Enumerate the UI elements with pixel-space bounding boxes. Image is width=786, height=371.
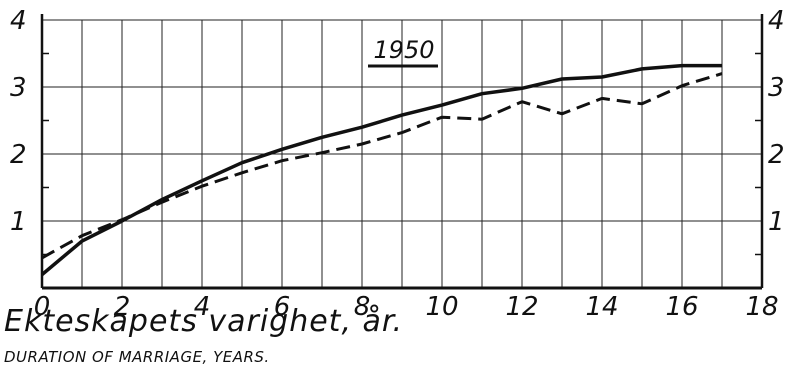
- x-tick-label: 2: [114, 292, 131, 322]
- y-tick-label-left: 3: [10, 73, 27, 103]
- series-line-dashed: [41, 72, 723, 260]
- x-tick-label: 10: [425, 292, 458, 322]
- y-axis-right: 1 2 3 4: [768, 6, 785, 237]
- x-tick-label: 0: [34, 292, 51, 322]
- grid: [42, 19, 762, 288]
- x-tick-label: 18: [745, 292, 778, 322]
- y-tick-label-left: 4: [10, 6, 27, 36]
- y-tick-label-right: 3: [768, 73, 785, 103]
- x-tick-label: 16: [665, 292, 698, 322]
- y-tick-label-left: 2: [10, 140, 27, 170]
- x-tick-label: 6: [274, 292, 291, 322]
- x-tick-label: 4: [194, 292, 211, 322]
- chart-title: 1950: [368, 36, 438, 68]
- y-tick-label-right: 4: [768, 6, 785, 36]
- chart-title-text: 1950: [373, 36, 434, 64]
- y-tick-label-right: 1: [768, 207, 785, 237]
- x-tick-label: 14: [585, 292, 618, 322]
- series-group: [40, 63, 723, 276]
- x-tick-label: 8: [354, 292, 371, 322]
- x-axis: 0 2 4 6 8 10 12 14 16 18: [34, 292, 779, 322]
- y-tick-label-left: 1: [10, 207, 27, 237]
- y-axis-left: 1 2 3 4: [10, 6, 27, 237]
- x-axis-label-english: DURATION OF MARRIAGE, YEARS.: [4, 348, 270, 366]
- x-axis-label: Ekteskapets varighet, år.: [4, 304, 404, 339]
- series-line-solid: [40, 63, 722, 276]
- x-tick-label: 12: [505, 292, 538, 322]
- y-tick-label-right: 2: [768, 140, 785, 170]
